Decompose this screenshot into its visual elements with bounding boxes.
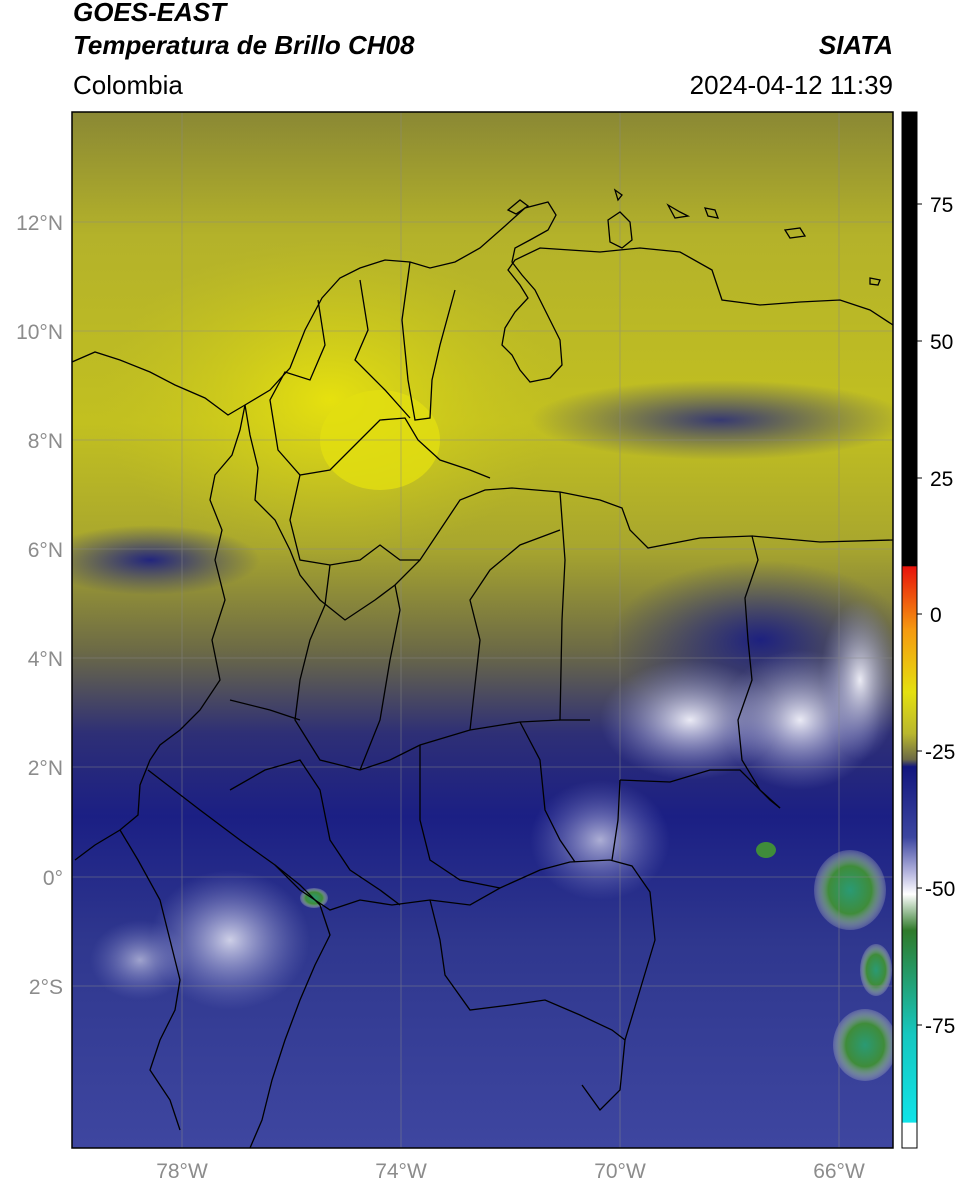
colorbar-tick-label: 50 bbox=[930, 331, 953, 354]
lat-tick-label: 2°N bbox=[28, 757, 63, 780]
lon-tick-label: 70°W bbox=[594, 1160, 646, 1183]
coastlines-and-borders bbox=[72, 188, 893, 1148]
lat-tick-label: 10°N bbox=[16, 321, 63, 344]
lat-tick-label: 0° bbox=[43, 867, 63, 890]
brightness-temperature-imagery bbox=[72, 112, 893, 1148]
lat-tick-label: 6°N bbox=[28, 539, 63, 562]
colorbar-tick-label: -75 bbox=[925, 1015, 955, 1038]
map-gridlines bbox=[72, 112, 893, 1148]
colorbar-tick-label: -25 bbox=[925, 741, 955, 764]
map-frame bbox=[71, 111, 894, 1149]
lon-tick-label: 78°W bbox=[156, 1160, 208, 1183]
colorbar-tick-labels: 75 50 25 0 -25 -50 -75 bbox=[925, 194, 955, 1038]
colorbar-tick-label: 0 bbox=[930, 604, 942, 627]
colorbar-tick-label: -50 bbox=[925, 878, 955, 901]
agency-label: SIATA bbox=[818, 30, 893, 60]
colorbar bbox=[901, 111, 918, 1149]
lon-tick-label: 74°W bbox=[375, 1160, 427, 1183]
datetime-label: 2024-04-12 11:39 bbox=[689, 70, 893, 100]
lat-tick-label: 12°N bbox=[16, 212, 63, 235]
colorbar-tick-label: 25 bbox=[930, 468, 953, 491]
lat-tick-label: 4°N bbox=[28, 648, 63, 671]
region-label: Colombia bbox=[73, 70, 183, 100]
colorbar-tick-label: 75 bbox=[930, 194, 953, 217]
axis-tick-labels: 12°N 10°N 8°N 6°N 4°N 2°N 0° 2°S 78°W 74… bbox=[16, 212, 865, 1183]
lat-tick-label: 8°N bbox=[28, 430, 63, 453]
lon-tick-label: 66°W bbox=[813, 1160, 865, 1183]
product-title: Temperatura de Brillo CH08 bbox=[73, 30, 415, 60]
colorbar-ticks bbox=[917, 203, 922, 1026]
lat-tick-label: 2°S bbox=[29, 976, 63, 999]
satellite-title: GOES-EAST bbox=[73, 0, 227, 27]
